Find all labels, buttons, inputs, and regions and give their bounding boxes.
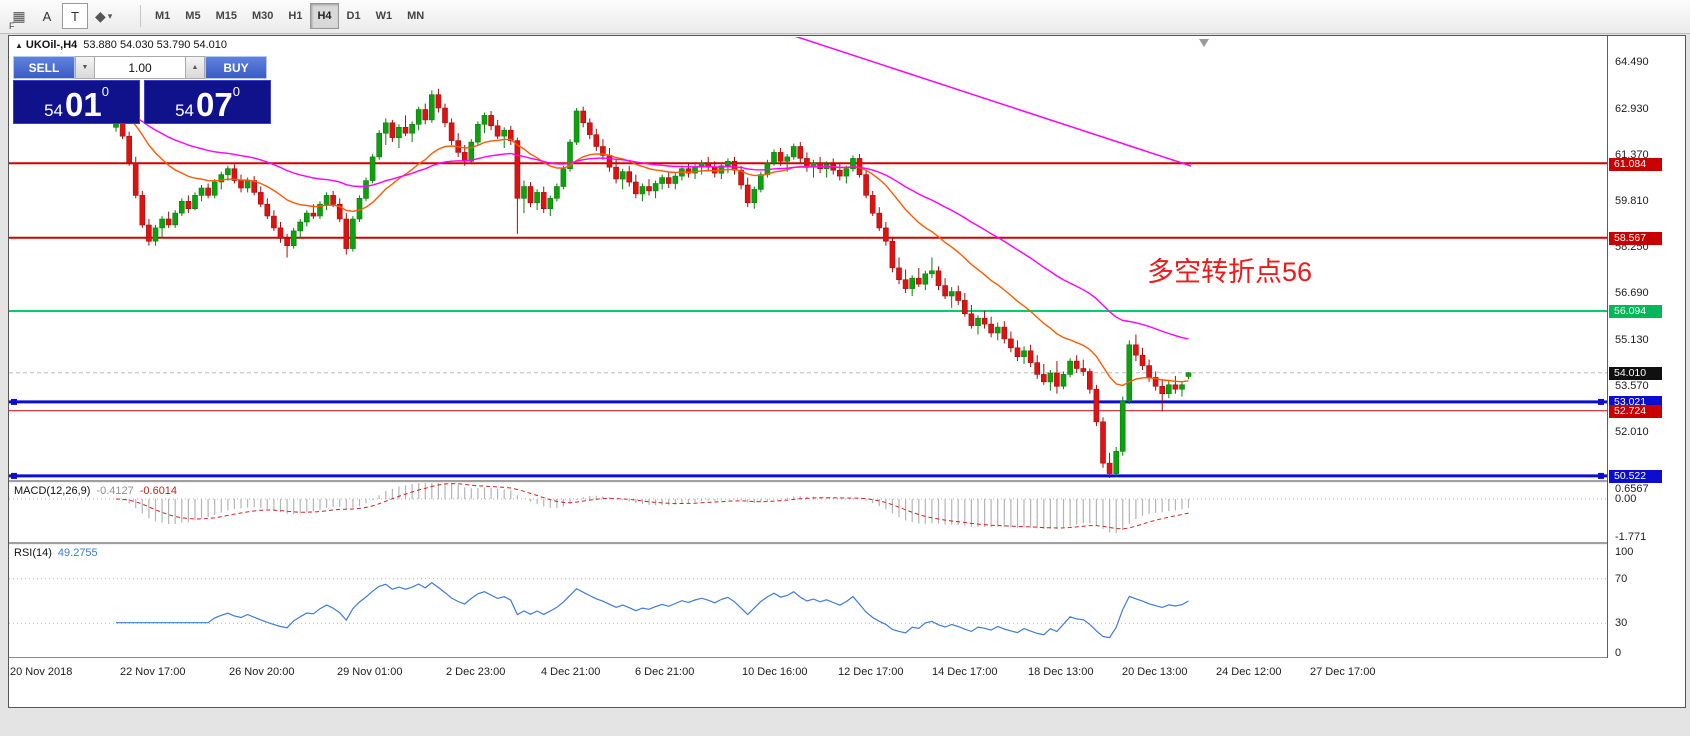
chart-annotation: 多空转折点56 — [1147, 257, 1313, 287]
time-axis-label: 24 Dec 12:00 — [1216, 666, 1282, 678]
rsi-title: RSI(14) — [14, 547, 52, 559]
trade-controls-row: SELL ▼ ▲ BUY — [13, 56, 275, 79]
price-badge: 52.724 — [1609, 405, 1662, 418]
price-axis-label: 55.130 — [1615, 334, 1649, 346]
sell-price-point: 0 — [101, 84, 109, 99]
toolbar: ▦ A T ◆ ▾ F M1 M5 M15 M30 H1 H4 D1 W1 MN — [0, 0, 1690, 34]
timeframe-h1[interactable]: H1 — [281, 3, 309, 29]
time-axis-label: 10 Dec 16:00 — [742, 666, 808, 678]
buy-price-point: 0 — [232, 84, 240, 99]
chart-window: ▲ UKOil-,H4 53.880 54.030 53.790 54.010 SE… — [8, 35, 1686, 708]
timeframe-m30[interactable]: M30 — [245, 3, 280, 29]
macd-signal-value: -0.6014 — [139, 485, 178, 497]
time-axis-label: 4 Dec 21:00 — [541, 666, 601, 678]
timeframe-m15[interactable]: M15 — [209, 3, 244, 29]
chart-shift-marker[interactable] — [1199, 39, 1209, 47]
price-axis-label: 62.930 — [1615, 103, 1649, 115]
rsi-axis-label: 0 — [1615, 647, 1622, 659]
time-axis-label: 22 Nov 17:00 — [120, 666, 186, 678]
time-axis-label: 14 Dec 17:00 — [932, 666, 998, 678]
buy-price-display[interactable]: 54 07 0 — [144, 80, 271, 124]
buy-price-prefix: 54 — [175, 101, 194, 120]
symbol-marker-icon: ▲ — [15, 41, 23, 50]
time-axis-label: 29 Nov 01:00 — [337, 666, 403, 678]
rsi-axis-label: 30 — [1615, 617, 1628, 629]
grid-icon: ▦ — [12, 7, 26, 24]
buy-price-pips: 07 — [195, 86, 233, 123]
price-axis-label: 61.370 — [1615, 149, 1649, 161]
macd-axis-label: 0.00 — [1615, 493, 1637, 505]
timeframe-mn[interactable]: MN — [400, 3, 431, 29]
toolbar-separator — [140, 5, 141, 27]
rsi-axis-label: 70 — [1615, 573, 1628, 585]
time-axis-label: 20 Nov 2018 — [10, 666, 73, 678]
chart-canvas[interactable] — [9, 37, 1607, 657]
sell-price-pips: 01 — [64, 86, 102, 123]
timeframe-group: M1 M5 M15 M30 H1 H4 D1 W1 MN — [148, 3, 431, 29]
shapes-icon: ◆ — [95, 7, 106, 24]
grid-tool-button[interactable]: ▦ — [6, 3, 32, 29]
text-tool-button[interactable]: T — [62, 3, 88, 29]
time-axis-label: 27 Dec 17:00 — [1310, 666, 1376, 678]
macd-title: MACD(12,26,9) — [14, 485, 91, 497]
price-axis[interactable]: 64.490 62.930 61.370 59.810 58.250 56.690 55.1… — [1608, 36, 1683, 659]
time-axis-label: 18 Dec 13:00 — [1028, 666, 1094, 678]
timeframe-m1[interactable]: M1 — [148, 3, 177, 29]
panel-divider[interactable] — [9, 480, 1683, 483]
price-badge: 61.084 — [1609, 158, 1662, 171]
ohlc-header: ▲ UKOil-,H4 53.880 54.030 53.790 54.010 — [15, 39, 227, 51]
sell-button[interactable]: SELL — [13, 56, 75, 79]
timeframe-h4[interactable]: H4 — [310, 3, 339, 29]
time-axis[interactable]: 20 Nov 2018 22 Nov 17:00 26 Nov 20:00 29 No… — [9, 658, 1683, 704]
ohlc-values: 53.880 54.030 53.790 54.010 — [83, 39, 228, 51]
price-axis-separator — [1607, 36, 1608, 658]
price-axis-label: 56.690 — [1615, 287, 1649, 299]
price-badge: 56.094 — [1609, 305, 1662, 318]
caret-down-icon: ▼ — [81, 64, 89, 71]
buy-button[interactable]: BUY — [205, 56, 267, 79]
volume-input[interactable] — [95, 56, 185, 79]
volume-increase-button[interactable]: ▲ — [185, 56, 205, 79]
time-axis-label: 26 Nov 20:00 — [229, 666, 295, 678]
price-badge: 50.522 — [1609, 470, 1662, 483]
sell-price-display[interactable]: 54 01 0 — [13, 80, 140, 124]
price-axis-label: 53.570 — [1615, 380, 1649, 392]
time-axis-label: 6 Dec 21:00 — [635, 666, 695, 678]
price-axis-label: 52.010 — [1615, 426, 1649, 438]
timeframe-m5[interactable]: M5 — [178, 3, 207, 29]
time-axis-label: 20 Dec 13:00 — [1122, 666, 1188, 678]
cursor-tool-button[interactable]: A — [34, 3, 60, 29]
price-axis-label: 58.250 — [1615, 241, 1649, 253]
timeframe-w1[interactable]: W1 — [369, 3, 400, 29]
caret-up-icon: ▲ — [191, 64, 199, 71]
time-axis-label: 2 Dec 23:00 — [446, 666, 506, 678]
macd-axis-label: 0.6567 — [1615, 483, 1649, 495]
trade-prices-row: 54 01 0 54 07 0 — [13, 80, 275, 124]
chevron-down-icon: ▾ — [107, 10, 113, 21]
volume-decrease-button[interactable]: ▼ — [75, 56, 95, 79]
time-axis-label: 12 Dec 17:00 — [838, 666, 904, 678]
rsi-label: RSI(14) 49.2755 — [14, 547, 98, 559]
timeframe-d1[interactable]: D1 — [340, 3, 368, 29]
shapes-tool-button[interactable]: ◆ ▾ — [90, 3, 117, 29]
panel-divider[interactable] — [9, 542, 1683, 545]
price-axis-label: 64.490 — [1615, 56, 1649, 68]
rsi-value: 49.2755 — [57, 547, 98, 559]
sell-price-prefix: 54 — [44, 101, 63, 120]
tool-group: ▦ A T ◆ ▾ — [6, 3, 117, 29]
macd-main-value: -0.4127 — [96, 485, 134, 497]
price-badge: 58.567 — [1609, 232, 1662, 245]
symbol-label: UKOil-,H4 — [25, 39, 78, 51]
rsi-axis-label: 100 — [1615, 546, 1634, 558]
price-badge: 54.010 — [1609, 367, 1662, 380]
price-axis-label: 59.810 — [1615, 195, 1649, 207]
macd-axis-label: -1.771 — [1615, 531, 1647, 543]
macd-label: MACD(12,26,9) -0.4127 -0.6014 — [14, 485, 177, 497]
toolbar-hint-letter: F — [9, 21, 15, 31]
